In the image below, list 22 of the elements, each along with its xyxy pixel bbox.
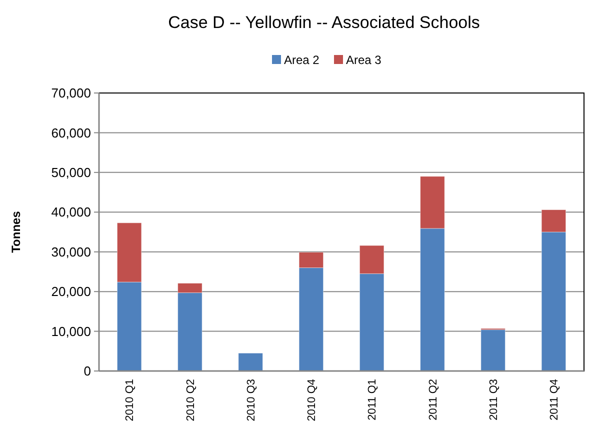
y-tick-label: 30,000 — [51, 244, 91, 260]
x-tick-label: 2010 Q1 — [124, 379, 136, 422]
y-tick-label: 20,000 — [51, 284, 91, 300]
x-tick-label: 2010 Q2 — [184, 379, 197, 422]
bar — [238, 352, 263, 372]
legend-label: Area 3 — [346, 53, 382, 67]
x-tick-label: 2011 Q3 — [488, 379, 500, 420]
y-tick-label: 70,000 — [51, 86, 91, 101]
x-tick-label: 2010 Q3 — [245, 379, 258, 422]
y-tick-label: 40,000 — [51, 204, 91, 220]
y-tick-label: 10,000 — [51, 324, 91, 339]
x-tick-label: 2011 Q2 — [427, 379, 440, 420]
x-tick-label: 2011 Q1 — [366, 379, 379, 420]
bar — [480, 329, 506, 372]
y-tick-label: 50,000 — [51, 164, 91, 180]
x-tick-label: 2010 Q4 — [306, 379, 318, 422]
legend-label: Area 2 — [284, 53, 320, 67]
chart-title: Case D -- Yellowfin -- Associated Schools — [168, 13, 480, 32]
x-tick-label: 2011 Q4 — [548, 379, 561, 420]
y-tick-label: 60,000 — [51, 125, 91, 140]
y-tick-label: 0 — [84, 364, 91, 379]
y-axis-title: Tonnes — [9, 210, 23, 253]
